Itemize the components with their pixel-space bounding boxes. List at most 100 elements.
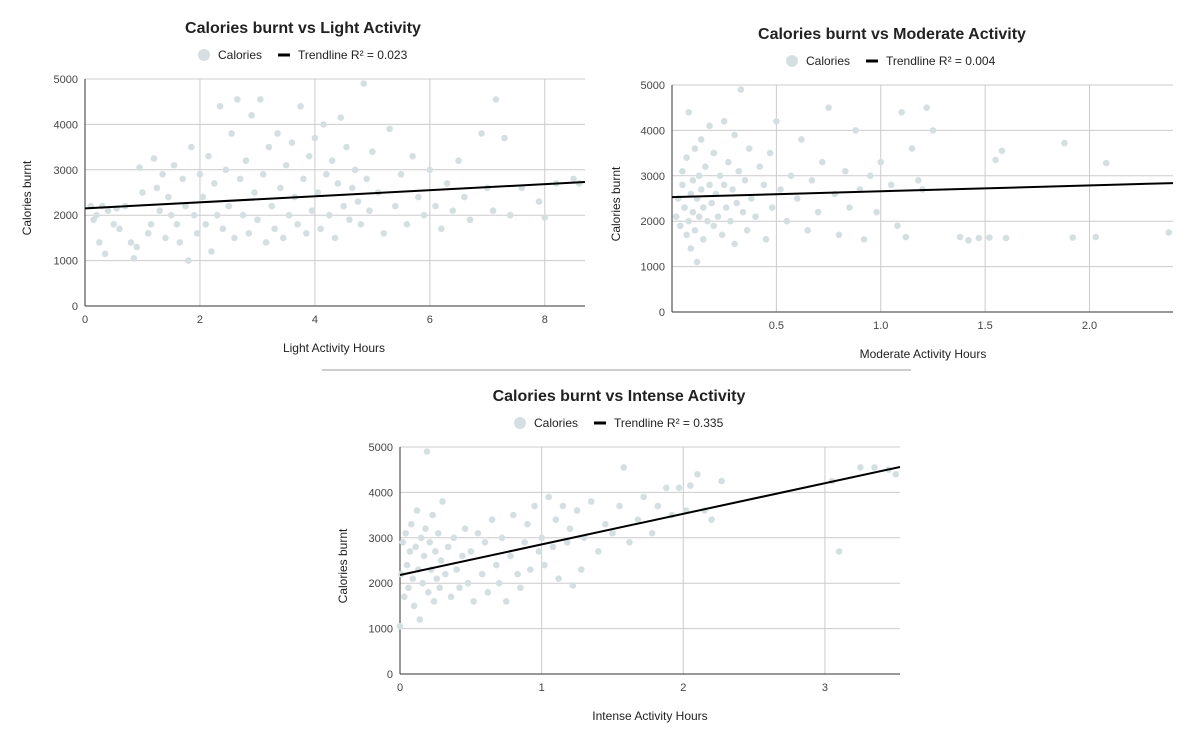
data-point xyxy=(305,152,313,160)
data-point xyxy=(700,204,707,211)
data-point xyxy=(242,157,250,165)
data-point xyxy=(179,175,187,183)
data-point xyxy=(354,198,362,205)
data-point xyxy=(110,220,118,228)
data-point xyxy=(461,525,469,533)
x-tick-label: 2.0 xyxy=(1082,320,1097,332)
data-point xyxy=(531,502,538,510)
data-point xyxy=(620,464,628,471)
data-point xyxy=(222,166,230,174)
data-point xyxy=(159,171,166,178)
data-point xyxy=(325,211,333,219)
data-point xyxy=(193,230,201,237)
data-point xyxy=(474,529,482,537)
data-point xyxy=(998,147,1006,155)
data-point xyxy=(405,584,412,592)
data-point xyxy=(426,539,434,546)
data-point xyxy=(506,211,514,219)
data-point xyxy=(510,511,517,519)
data-point xyxy=(285,211,293,219)
data-point xyxy=(773,118,780,125)
data-point xyxy=(675,484,683,492)
data-point xyxy=(729,186,736,193)
data-point xyxy=(282,161,290,169)
data-point xyxy=(101,250,109,258)
data-point xyxy=(697,136,705,143)
data-point xyxy=(432,202,439,210)
data-point xyxy=(708,516,715,523)
data-point xyxy=(130,255,138,262)
data-point xyxy=(366,207,373,214)
data-point xyxy=(444,543,452,551)
data-point xyxy=(156,207,164,214)
y-tick-label: 4000 xyxy=(54,119,78,131)
data-point xyxy=(202,220,209,228)
data-point xyxy=(559,502,567,510)
data-point xyxy=(718,231,726,239)
x-tick-label: 1.5 xyxy=(977,320,992,332)
data-point xyxy=(185,257,192,264)
data-point xyxy=(672,213,680,220)
x-tick-label: 1 xyxy=(539,682,545,694)
data-point xyxy=(825,104,832,111)
x-tick-label: 8 xyxy=(542,314,548,326)
legend: Calories Trendline R² = 0.004 xyxy=(786,54,996,68)
data-point xyxy=(467,548,475,555)
data-point xyxy=(470,598,477,605)
data-point xyxy=(420,552,428,560)
data-point xyxy=(720,118,728,125)
y-tick-label: 0 xyxy=(659,307,665,319)
y-tick-label: 1000 xyxy=(54,256,78,268)
data-point xyxy=(408,520,415,528)
data-point xyxy=(700,236,707,243)
data-point xyxy=(798,136,805,143)
legend: Calories Trendline R² = 0.023 xyxy=(198,48,408,62)
chart-title: Calories burnt vs Light Activity xyxy=(185,20,421,37)
x-tick-label: 6 xyxy=(427,314,433,326)
data-point xyxy=(136,164,143,171)
data-point xyxy=(351,166,359,174)
y-tick-label: 2000 xyxy=(641,216,665,228)
data-point xyxy=(481,539,489,546)
data-point xyxy=(434,529,442,537)
data-point xyxy=(846,204,853,211)
data-point xyxy=(908,145,916,152)
data-point xyxy=(170,161,178,169)
data-point xyxy=(392,202,399,210)
data-point xyxy=(860,236,868,243)
data-point xyxy=(693,258,701,266)
data-point xyxy=(265,143,273,151)
data-point xyxy=(412,543,419,551)
data-point xyxy=(254,216,261,224)
data-point xyxy=(417,534,425,542)
y-tick-label: 3000 xyxy=(54,165,78,177)
data-point xyxy=(514,570,521,578)
x-tick-label: 0 xyxy=(397,682,403,694)
data-point xyxy=(182,202,189,210)
data-point xyxy=(783,217,791,225)
data-point xyxy=(787,172,795,180)
legend-series-label: Calories xyxy=(534,416,578,430)
data-point xyxy=(626,539,633,546)
data-point xyxy=(733,199,741,207)
y-tick-label: 2000 xyxy=(369,578,393,590)
data-point xyxy=(695,172,703,180)
data-point xyxy=(340,202,347,210)
data-point xyxy=(400,593,408,601)
data-point xyxy=(302,230,310,237)
data-point xyxy=(923,104,930,111)
data-point xyxy=(697,186,705,193)
data-point xyxy=(450,534,458,542)
data-point xyxy=(297,102,304,110)
data-point xyxy=(233,96,241,103)
data-point xyxy=(426,166,434,174)
data-point xyxy=(274,130,281,137)
data-point xyxy=(442,570,449,578)
data-point xyxy=(256,96,264,103)
data-point xyxy=(415,193,422,201)
data-point xyxy=(552,516,560,523)
data-point xyxy=(640,493,647,501)
data-point xyxy=(521,539,528,546)
data-point xyxy=(722,204,730,211)
data-point xyxy=(144,230,152,237)
